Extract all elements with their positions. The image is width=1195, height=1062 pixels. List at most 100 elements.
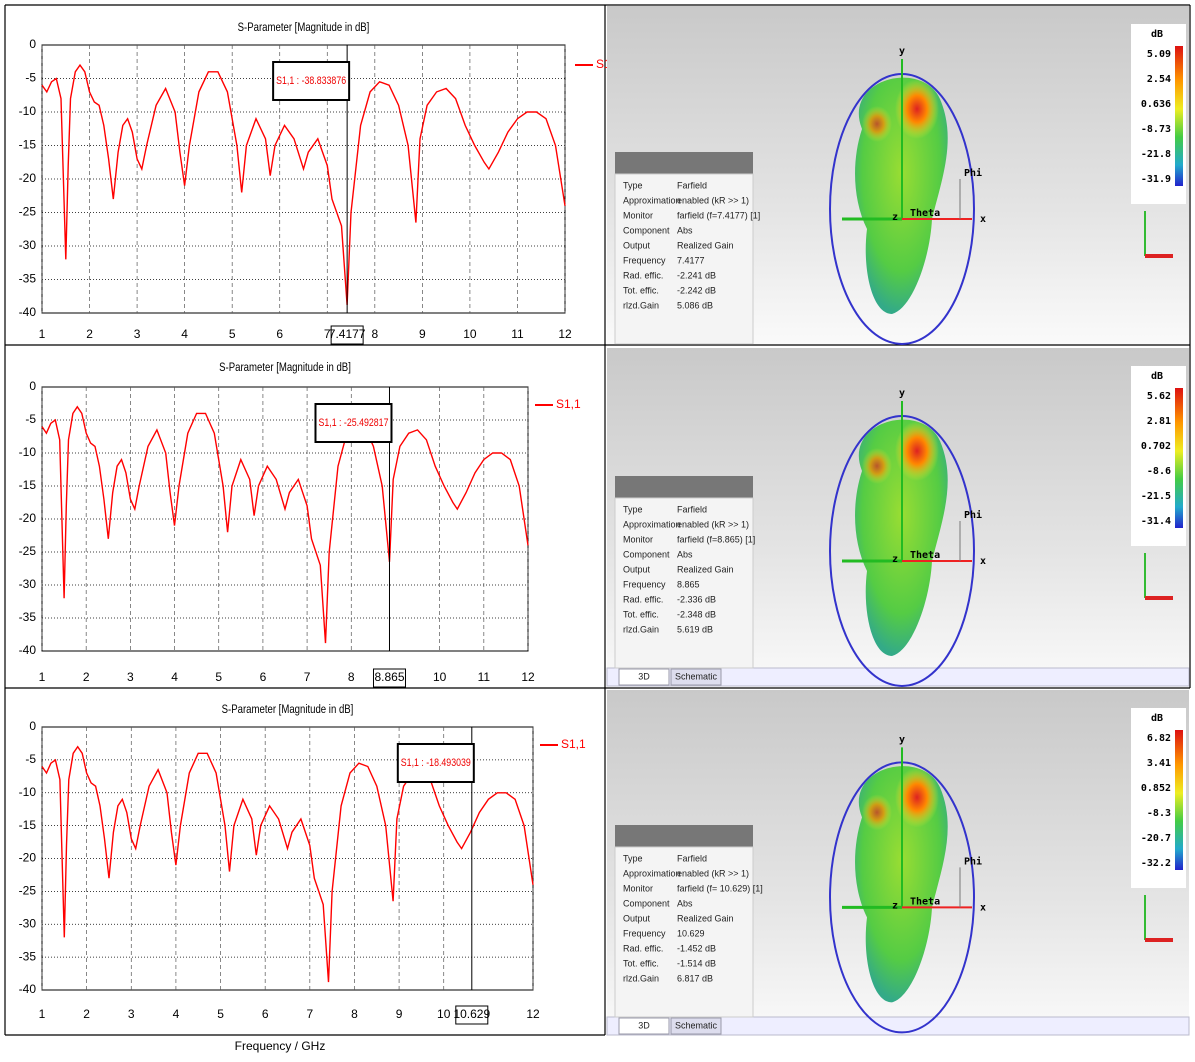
info-value: Abs: [677, 898, 693, 908]
colorbar-label: -20.7: [1141, 833, 1171, 844]
x-tick-label: 8: [348, 670, 355, 684]
info-key: rlzd.Gain: [623, 300, 659, 310]
marker-x-label: 8.865: [374, 670, 404, 684]
x-tick-label: 11: [511, 327, 524, 341]
y-tick-label: -10: [19, 445, 37, 459]
x-tick-label: 9: [419, 327, 426, 341]
x-tick-label: 7: [304, 670, 311, 684]
chart-title: S-Parameter [Magnitude in dB]: [238, 21, 370, 34]
info-key: Component: [623, 898, 670, 908]
axis-label-theta: Theta: [910, 896, 940, 907]
y-tick-label: -10: [19, 785, 37, 799]
colorbar-title: dB: [1151, 371, 1163, 382]
colorbar-label: 3.41: [1147, 758, 1171, 769]
info-key: Approximation: [623, 195, 681, 205]
colorbar-label: -21.8: [1141, 149, 1171, 160]
y-tick-label: 0: [29, 37, 36, 51]
colorbar-label: 2.81: [1147, 416, 1171, 427]
y-tick-label: -25: [19, 205, 37, 219]
axis-label-y: y: [899, 388, 905, 399]
x-tick-label: 1: [39, 327, 46, 341]
tab-label: 3D: [638, 1020, 650, 1030]
y-tick-label: -20: [19, 171, 37, 185]
info-value: Realized Gain: [677, 913, 734, 923]
y-tick-label: -25: [19, 884, 37, 898]
colorbar: [1175, 730, 1183, 870]
info-value: 6.817 dB: [677, 973, 713, 983]
colorbar-label: 5.09: [1147, 49, 1171, 60]
x-tick-label: 4: [181, 327, 188, 341]
y-tick-label: -30: [19, 238, 37, 252]
info-value: 8.865: [677, 579, 700, 589]
x-tick-label: 12: [526, 1007, 540, 1021]
info-key: Tot. effic.: [623, 958, 659, 968]
marker-x-label: 10.629: [453, 1007, 490, 1021]
info-value: Farfield: [677, 853, 707, 863]
info-value: enabled (kR >> 1): [677, 195, 749, 205]
x-tick-label: 5: [229, 327, 236, 341]
y-tick-label: -5: [25, 412, 36, 426]
axis-label-z: z: [892, 900, 898, 911]
info-value: Abs: [677, 549, 693, 559]
y-tick-label: -20: [19, 511, 37, 525]
y-tick-label: -10: [19, 104, 37, 118]
colorbar-label: -8.6: [1147, 466, 1171, 477]
info-key: Output: [623, 564, 651, 574]
x-tick-label: 10: [463, 327, 477, 341]
axis-label-x: x: [980, 556, 986, 567]
tab-label: Schematic: [675, 671, 718, 681]
info-value: enabled (kR >> 1): [677, 868, 749, 878]
marker-label: S1,1 : -18.493039: [401, 757, 471, 769]
info-value: enabled (kR >> 1): [677, 519, 749, 529]
chart: S-Parameter [Magnitude in dB]0-5-10-15-2…: [19, 361, 581, 687]
info-key: Component: [623, 225, 670, 235]
info-value: 5.086 dB: [677, 300, 713, 310]
marker-x-label: 7.4177: [329, 327, 366, 341]
x-tick-label: 8: [351, 1007, 358, 1021]
hot-spot: [862, 448, 892, 484]
info-value: farfield (f= 10.629) [1]: [677, 883, 763, 893]
info-key: Frequency: [623, 579, 666, 589]
x-tick-label: 7: [306, 1007, 313, 1021]
hot-spot: [862, 106, 892, 142]
x-tick-label: 10: [437, 1007, 451, 1021]
axis-label-x: x: [980, 902, 986, 913]
info-key: Type: [623, 504, 643, 514]
colorbar-label: -8.73: [1141, 124, 1171, 135]
info-key: Approximation: [623, 868, 681, 878]
x-tick-label: 4: [173, 1007, 180, 1021]
x-tick-label: 1: [39, 1007, 46, 1021]
info-value: Farfield: [677, 180, 707, 190]
info-key: Output: [623, 913, 651, 923]
info-key: Approximation: [623, 519, 681, 529]
colorbar-label: -32.2: [1141, 858, 1171, 869]
info-key: Component: [623, 549, 670, 559]
x-tick-label: 1: [39, 670, 46, 684]
info-value: -2.336 dB: [677, 594, 716, 604]
figure: S-Parameter [Magnitude in dB] 0 -5 -10 -15 -2…: [0, 0, 1195, 1057]
x-tick-label: 2: [83, 1007, 90, 1021]
y-tick-label: -30: [19, 577, 37, 591]
info-value: -2.241 dB: [677, 270, 716, 280]
info-header: [615, 825, 753, 847]
colorbar-label: -8.3: [1147, 808, 1171, 819]
y-tick-label: 0: [29, 719, 36, 733]
info-key: Frequency: [623, 928, 666, 938]
axis-label-z: z: [892, 212, 898, 223]
farfield-panel: 3DSchematicTypeFarfieldApproximationenab…: [607, 690, 1189, 1035]
info-key: Tot. effic.: [623, 285, 659, 295]
x-tick-label: 11: [478, 670, 491, 684]
axis-label-phi: Phi: [964, 509, 982, 521]
y-tick-label: -35: [19, 949, 37, 963]
x-tick-label: 10: [433, 670, 447, 684]
colorbar-title: dB: [1151, 29, 1163, 40]
info-value: 5.619 dB: [677, 624, 713, 634]
x-tick-label: 2: [86, 327, 93, 341]
y-tick-label: -15: [19, 478, 37, 492]
info-key: Rad. effic.: [623, 270, 663, 280]
info-key: Type: [623, 180, 643, 190]
x-tick-label: 6: [276, 327, 283, 341]
chart: S-Parameter [Magnitude in dB]0-5-10-15-2…: [19, 703, 586, 1053]
info-header: [615, 476, 753, 498]
